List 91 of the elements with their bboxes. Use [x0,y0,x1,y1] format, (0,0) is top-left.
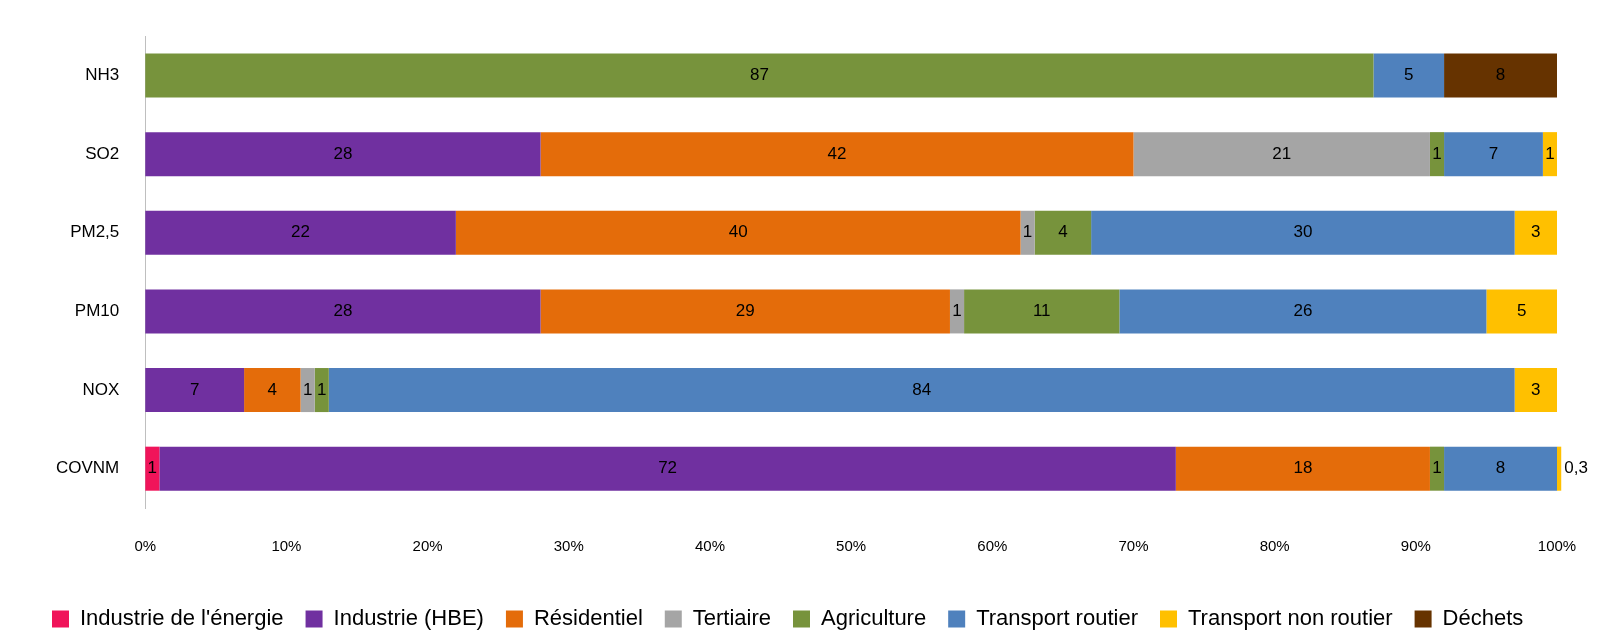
data-label: 1 [1432,143,1442,163]
data-label: 30 [1293,222,1313,242]
x-tick-label: 80% [1259,537,1290,555]
x-tick-label: 10% [271,537,302,555]
bar [1429,446,1445,491]
x-tick-label: 100% [1537,537,1577,555]
bar [540,289,950,334]
data-label: 0,3 [1564,458,1588,478]
x-tick-label: 40% [694,537,725,555]
bar [1020,210,1035,255]
data-label: 1 [952,301,962,321]
bar [244,368,301,413]
data-label: 18 [1293,458,1313,478]
x-tick-label: 50% [836,537,867,555]
bar [1034,210,1092,255]
data-label: 5 [1404,65,1414,85]
data-label: 11 [1032,301,1051,321]
data-label: 1 [302,379,313,399]
bar [145,446,160,491]
bar [1486,289,1557,334]
legend-label: Transport non routier [1187,605,1393,631]
y-tick-label: NH3 [85,65,120,85]
data-label: 1 [1022,222,1033,242]
y-tick-label: NOX [82,379,120,399]
bar [1429,132,1445,177]
x-tick-label: 30% [553,537,584,555]
data-label: 3 [1531,222,1541,242]
x-tick-label: 0% [134,537,157,555]
data-label: 22 [291,222,311,242]
bar [159,446,1176,491]
x-tick-label: 20% [412,537,443,555]
bar [1514,210,1557,255]
bar [145,368,245,413]
data-label: 7 [189,379,200,399]
bar [1119,289,1487,334]
data-label: 8 [1495,458,1506,478]
bar [1373,53,1445,98]
data-label: 72 [658,458,678,478]
data-label: 5 [1516,301,1527,321]
bar [1557,446,1562,491]
data-label: 4 [267,379,278,399]
bar [455,210,1021,255]
data-label: 8 [1495,65,1506,85]
data-label: 1 [147,458,158,478]
legend-label: Tertiaire [692,605,772,631]
y-tick-label: SO2 [85,143,120,163]
bar [1542,132,1557,177]
bar [300,368,315,413]
bar [1091,210,1515,255]
data-label: 4 [1058,222,1068,242]
legend-label: Industrie (HBE) [333,605,484,631]
data-label: 42 [827,143,847,163]
bar [145,289,541,334]
data-label: 26 [1293,301,1313,321]
data-label: 1 [1545,143,1555,163]
bar [145,210,456,255]
bar [949,289,965,334]
bar [1514,368,1557,413]
bar [1444,53,1557,98]
bar [964,289,1120,334]
data-label: 7 [1488,143,1499,163]
y-tick-label: COVNM [56,458,120,478]
data-label: 3 [1531,379,1541,399]
x-tick-label: 90% [1400,537,1431,555]
bar [1175,446,1430,491]
data-label: 28 [333,301,353,321]
legend-label: Déchets [1442,605,1524,631]
bar [314,368,329,413]
data-label: 28 [333,143,353,163]
legend-label: Industrie de l'énergie [80,605,284,631]
data-label: 1 [1432,458,1442,478]
legend-label: Transport routier [976,605,1138,631]
data-label: 29 [735,301,755,321]
bar [540,132,1134,177]
data-label: 1 [317,379,327,399]
legend-label: Résidentiel [533,605,643,631]
data-label: 21 [1272,143,1292,163]
legend-label: Agriculture [821,605,927,631]
bar [145,53,1374,98]
y-tick-label: PM2,5 [70,222,120,242]
data-label: 87 [749,65,769,85]
bar [1444,446,1557,491]
data-label: 84 [912,379,932,399]
bar [145,132,541,177]
x-tick-label: 70% [1118,537,1149,555]
bar [1133,132,1430,177]
bar [328,368,1515,413]
bar [1444,132,1543,177]
data-label: 40 [728,222,748,242]
y-tick-label: PM10 [74,301,120,321]
x-tick-label: 60% [977,537,1008,555]
